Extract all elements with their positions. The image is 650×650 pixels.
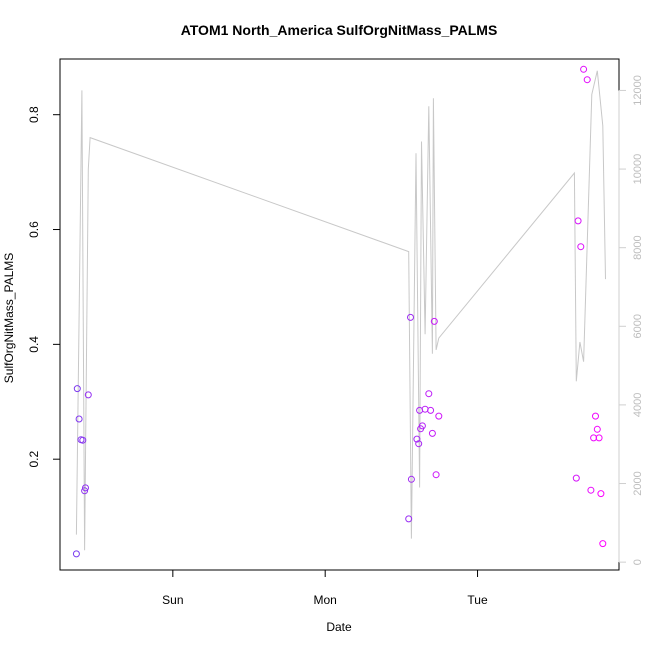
data-point bbox=[407, 475, 415, 483]
plot-frame bbox=[59, 58, 620, 571]
data-point bbox=[432, 471, 440, 479]
data-point bbox=[75, 415, 83, 423]
y-tick-label: 0.2 bbox=[27, 451, 41, 468]
data-point bbox=[418, 422, 426, 430]
data-point bbox=[430, 317, 438, 325]
data-point bbox=[79, 436, 87, 444]
chart-title: ATOM1 North_America SulfOrgNitMass_PALMS bbox=[181, 22, 498, 38]
data-point bbox=[421, 405, 429, 413]
data-point bbox=[572, 474, 580, 482]
data-point bbox=[82, 484, 89, 492]
line-series-layer bbox=[75, 70, 606, 551]
y-right-tick-label: 10000 bbox=[632, 154, 644, 185]
data-point bbox=[407, 313, 414, 321]
data-point bbox=[425, 390, 433, 398]
y-axis-left: 0.2 0.4 0.6 0.8 bbox=[27, 106, 61, 468]
data-point bbox=[413, 435, 421, 443]
data-point bbox=[599, 540, 607, 548]
x-axis-label: Date bbox=[326, 620, 352, 634]
series-line bbox=[75, 70, 606, 551]
data-point bbox=[72, 550, 80, 558]
y-axis-label: SulfOrgNitMass_PALMS bbox=[2, 253, 16, 383]
points-layer bbox=[72, 65, 607, 558]
y-tick-label: 0.6 bbox=[27, 221, 41, 238]
y-right-tick-label: 0 bbox=[632, 559, 644, 565]
data-point bbox=[577, 243, 585, 251]
y-right-tick-label: 12000 bbox=[632, 75, 644, 106]
data-point bbox=[593, 425, 601, 433]
data-point bbox=[81, 487, 89, 495]
x-tick-label: Tue bbox=[467, 593, 488, 607]
data-point bbox=[73, 385, 81, 393]
data-point bbox=[405, 515, 413, 523]
y-tick-label: 0.4 bbox=[27, 336, 41, 353]
data-point bbox=[595, 434, 603, 442]
data-point bbox=[587, 486, 595, 494]
data-point bbox=[580, 65, 588, 73]
data-point bbox=[597, 490, 605, 498]
y-right-tick-label: 8000 bbox=[632, 235, 644, 259]
data-point bbox=[427, 406, 435, 414]
data-point bbox=[583, 76, 591, 84]
y-right-tick-label: 6000 bbox=[632, 314, 644, 338]
data-point bbox=[415, 440, 423, 448]
x-tick-label: Sun bbox=[162, 593, 183, 607]
x-axis: Sun Mon Tue bbox=[162, 569, 488, 607]
y-right-tick-label: 2000 bbox=[632, 471, 644, 495]
x-tick-label: Mon bbox=[314, 593, 337, 607]
y-tick-label: 0.8 bbox=[27, 106, 41, 123]
y-axis-right: 0 2000 4000 6000 8000 10000 12000 bbox=[618, 75, 644, 565]
data-point bbox=[84, 391, 92, 399]
y-right-tick-label: 4000 bbox=[632, 393, 644, 417]
data-point bbox=[574, 217, 582, 225]
data-point bbox=[428, 429, 436, 437]
data-point bbox=[592, 412, 599, 420]
data-point bbox=[435, 412, 443, 420]
